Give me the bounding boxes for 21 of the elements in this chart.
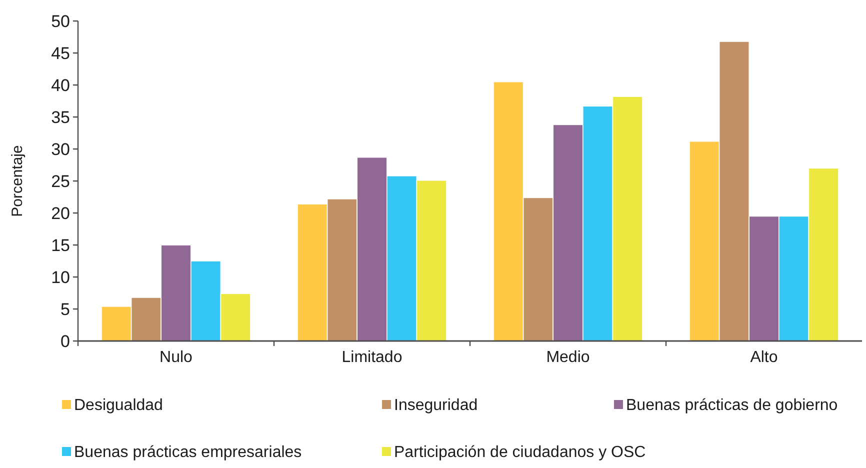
y-tick-label: 15 bbox=[51, 236, 70, 255]
legend-label: Inseguridad bbox=[394, 397, 478, 414]
y-tick-label: 40 bbox=[51, 76, 70, 95]
y-tick-label: 10 bbox=[51, 268, 70, 287]
y-tick-label: 30 bbox=[51, 140, 70, 159]
x-tick-label: Limitado bbox=[342, 349, 402, 366]
y-tick-label: 50 bbox=[51, 12, 70, 31]
legend-label: Participación de ciudadanos y OSC bbox=[394, 444, 646, 461]
legend-label: Buenas prácticas empresariales bbox=[74, 444, 302, 461]
y-tick-label: 35 bbox=[51, 108, 70, 127]
y-tick-label: 20 bbox=[51, 204, 70, 223]
x-tick-label: Nulo bbox=[160, 349, 193, 366]
y-axis-title: Porcentaje bbox=[9, 145, 26, 217]
y-tick-label: 5 bbox=[60, 300, 70, 319]
y-tick-label: 0 bbox=[60, 332, 70, 351]
legend-label: Desigualdad bbox=[74, 397, 163, 414]
x-tick-label: Alto bbox=[750, 349, 778, 366]
x-tick-label: Medio bbox=[546, 349, 590, 366]
legend-label: Buenas prácticas de gobierno bbox=[626, 397, 838, 414]
y-tick-label: 45 bbox=[51, 44, 70, 63]
y-tick-label: 25 bbox=[51, 172, 70, 191]
